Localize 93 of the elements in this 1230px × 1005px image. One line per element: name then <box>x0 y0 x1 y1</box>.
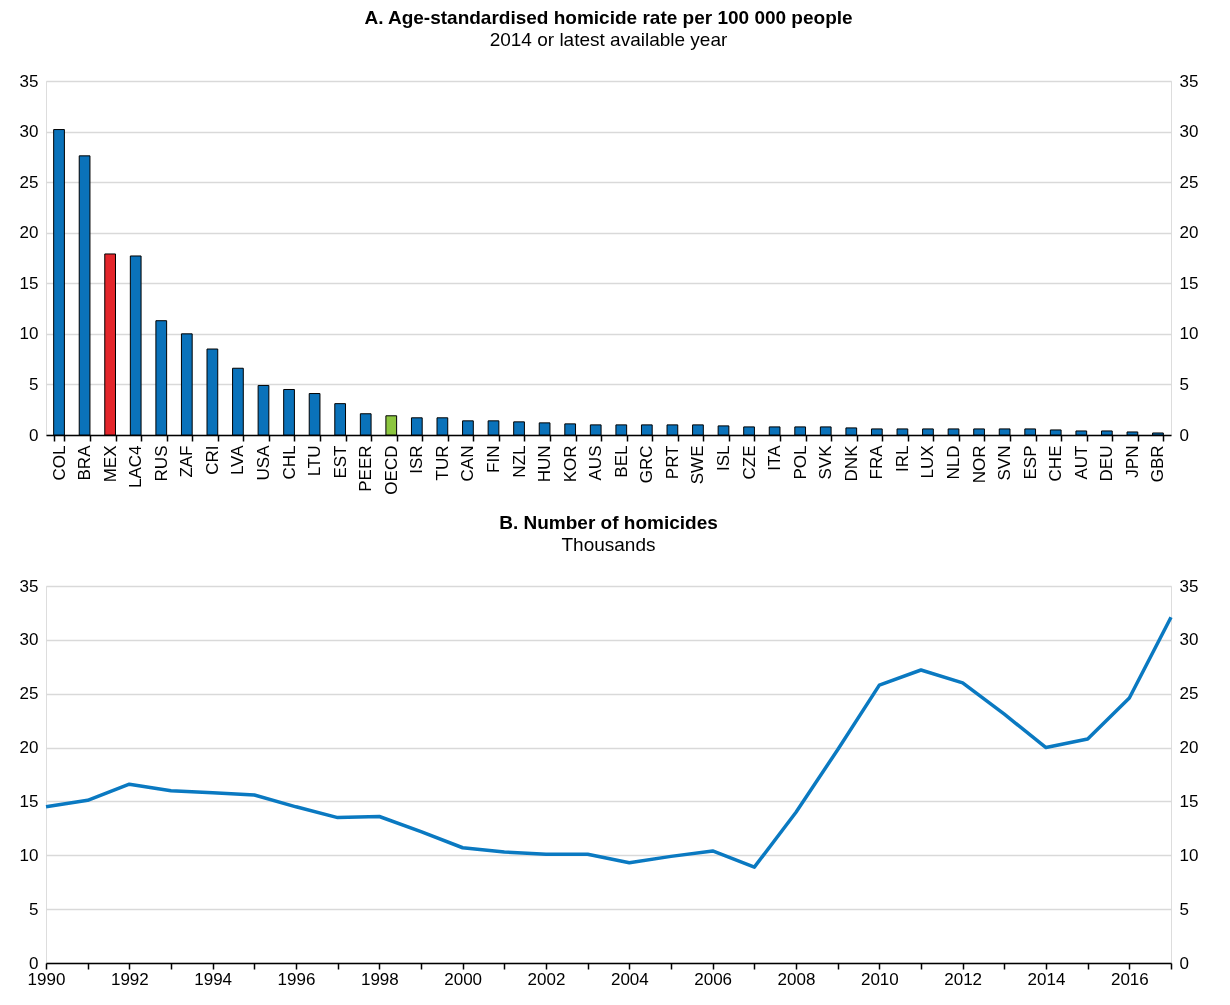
x-tick-label: 2014 <box>1027 969 1066 989</box>
x-tick-label: 2008 <box>777 969 816 989</box>
x-tick-label: 2010 <box>860 969 899 989</box>
y2-tick-label: 20 <box>1179 223 1199 243</box>
x-tick-label: DNK <box>841 444 861 482</box>
x-tick-label: FIN <box>484 445 503 473</box>
x-tick-label: LUX <box>918 445 938 479</box>
x-tick-label: SVN <box>995 445 1015 481</box>
x-tick-label: 2006 <box>694 969 733 989</box>
x-tick-label: LAC4 <box>126 445 146 489</box>
y-tick-label: 35 <box>19 71 39 91</box>
y2-tick-label: 15 <box>1179 273 1199 293</box>
x-tick-label: ZAF <box>177 445 197 478</box>
x-tick-label: IRL <box>892 445 912 472</box>
y-tick-label: 5 <box>29 374 39 394</box>
x-tick-label: 2002 <box>527 969 566 989</box>
x-tick-label: GRC <box>637 445 657 484</box>
x-tick-label: 2004 <box>610 969 649 989</box>
y2-tick-label: 35 <box>1179 71 1199 91</box>
x-tick-label: DEU <box>1097 445 1117 482</box>
x-tick-label: NLD <box>944 445 964 480</box>
y-tick-label: 25 <box>19 684 39 704</box>
x-tick-label: 1992 <box>110 969 149 989</box>
x-tick-label: CHE <box>1046 445 1066 482</box>
x-tick-label: 1998 <box>360 969 399 989</box>
x-tick-label: COL <box>49 445 69 481</box>
y2-tick-label: 30 <box>1179 630 1199 650</box>
x-tick-label: CZE <box>739 445 759 480</box>
y2-tick-label: 5 <box>1179 374 1189 394</box>
x-tick-label: CAN <box>458 445 478 482</box>
y-tick-label: 0 <box>29 425 39 445</box>
x-tick-label: 2016 <box>1110 969 1149 989</box>
x-tick-label: ITA <box>765 444 785 471</box>
x-tick-label: CRI <box>202 445 222 475</box>
x-tick-label: KOR <box>560 445 580 483</box>
y2-tick-label: 25 <box>1179 684 1199 704</box>
x-tick-label: 2012 <box>944 969 983 989</box>
x-tick-label: GBR <box>1148 445 1168 483</box>
x-tick-label: BRA <box>75 444 95 481</box>
x-tick-label: ESP <box>1020 445 1040 480</box>
x-tick-label: AUS <box>586 445 606 481</box>
y2-tick-label: 0 <box>1179 425 1189 445</box>
x-tick-label: PRT <box>662 445 682 480</box>
y-tick-label: 5 <box>29 899 39 919</box>
x-tick-label: NZL <box>509 445 529 478</box>
chart-title: B. Number of homicides <box>499 512 718 533</box>
y-tick-label: 15 <box>19 791 39 811</box>
x-tick-label: RUS <box>151 445 171 482</box>
y2-tick-label: 35 <box>1179 576 1199 596</box>
x-tick-label: NOR <box>969 445 989 484</box>
y2-tick-label: 5 <box>1179 899 1189 919</box>
x-tick-label: LTU <box>305 445 325 477</box>
y-tick-label: 30 <box>19 630 39 650</box>
chart-subtitle: Thousands <box>561 534 656 555</box>
x-tick-label: FRA <box>867 444 887 480</box>
y2-tick-label: 15 <box>1179 791 1199 811</box>
x-tick-label: SWE <box>688 445 708 485</box>
x-tick-label: HUN <box>535 445 555 483</box>
x-tick-label: POL <box>790 445 810 480</box>
x-tick-label: ISR <box>407 445 427 474</box>
chart-title: A. Age-standardised homicide rate per 100 000 people <box>364 7 853 28</box>
x-tick-label: EST <box>330 445 350 479</box>
x-tick-label: BEL <box>611 445 631 478</box>
x-tick-label: CHL <box>279 445 299 480</box>
line-series <box>44 615 1173 869</box>
y2-tick-label: 30 <box>1179 122 1199 142</box>
x-tick-label: TUR <box>432 445 452 481</box>
x-tick-label: USA <box>253 444 273 481</box>
y-tick-label: 10 <box>19 845 39 865</box>
y2-tick-label: 0 <box>1179 953 1189 973</box>
x-tick-label: SVK <box>816 444 836 480</box>
y2-tick-label: 20 <box>1179 738 1199 758</box>
y-tick-label: 15 <box>19 273 39 293</box>
chart-subtitle: 2014 or latest available year <box>489 29 728 50</box>
y2-tick-label: 25 <box>1179 172 1199 192</box>
x-tick-label: ISL <box>714 445 733 472</box>
y2-tick-label: 10 <box>1179 845 1199 865</box>
y-tick-label: 35 <box>19 576 39 596</box>
y-tick-label: 25 <box>19 172 39 192</box>
x-tick-label: 1996 <box>277 969 316 989</box>
y-tick-label: 20 <box>19 223 39 243</box>
x-tick-label: LVA <box>228 444 248 476</box>
x-tick-label: 2000 <box>444 969 483 989</box>
x-tick-label: 1994 <box>194 969 233 989</box>
x-tick-label: MEX <box>100 445 120 483</box>
y-tick-label: 20 <box>19 738 39 758</box>
x-tick-label: OECD <box>381 445 401 495</box>
x-tick-label: AUT <box>1071 445 1091 480</box>
y-tick-label: 10 <box>19 324 39 344</box>
y-tick-label: 30 <box>19 122 39 142</box>
x-tick-label: JPN <box>1122 445 1142 478</box>
y2-tick-label: 10 <box>1179 324 1199 344</box>
x-tick-label: PEER <box>356 445 376 492</box>
